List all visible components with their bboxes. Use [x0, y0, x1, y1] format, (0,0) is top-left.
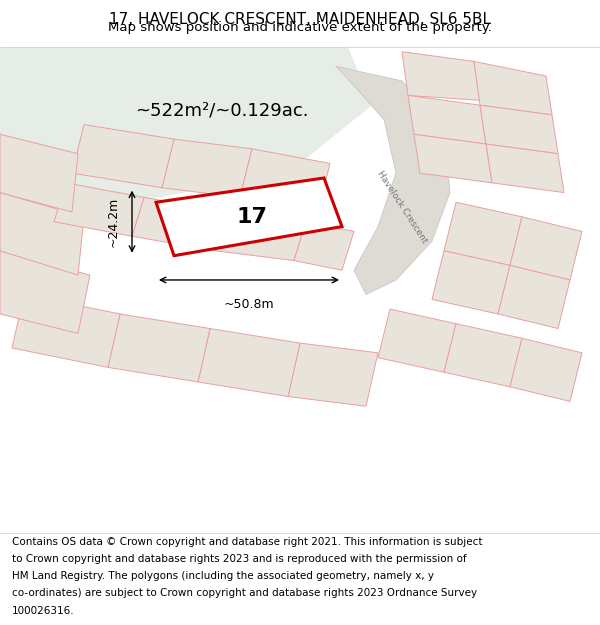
Text: ~24.2m: ~24.2m: [107, 197, 120, 247]
Text: HM Land Registry. The polygons (including the associated geometry, namely x, y: HM Land Registry. The polygons (includin…: [12, 571, 434, 581]
Polygon shape: [336, 66, 450, 294]
Polygon shape: [498, 266, 570, 329]
Polygon shape: [0, 47, 372, 202]
Polygon shape: [414, 134, 492, 183]
Polygon shape: [0, 192, 84, 275]
Text: Contains OS data © Crown copyright and database right 2021. This information is : Contains OS data © Crown copyright and d…: [12, 537, 482, 547]
Polygon shape: [72, 124, 174, 188]
Polygon shape: [0, 134, 78, 212]
Polygon shape: [432, 251, 510, 314]
Polygon shape: [162, 139, 252, 198]
Polygon shape: [378, 309, 456, 372]
Polygon shape: [288, 343, 378, 406]
Polygon shape: [486, 144, 564, 192]
Text: 17, HAVELOCK CRESCENT, MAIDENHEAD, SL6 5BL: 17, HAVELOCK CRESCENT, MAIDENHEAD, SL6 5…: [109, 12, 491, 27]
Polygon shape: [156, 178, 342, 256]
Polygon shape: [402, 52, 480, 100]
Polygon shape: [510, 217, 582, 280]
Polygon shape: [108, 314, 210, 382]
Polygon shape: [198, 329, 300, 396]
Polygon shape: [294, 222, 354, 270]
Polygon shape: [12, 294, 120, 368]
Polygon shape: [444, 202, 522, 266]
Polygon shape: [408, 96, 486, 144]
Text: co-ordinates) are subject to Crown copyright and database rights 2023 Ordnance S: co-ordinates) are subject to Crown copyr…: [12, 589, 477, 599]
Polygon shape: [480, 105, 558, 154]
Polygon shape: [444, 324, 522, 387]
Text: ~522m²/~0.129ac.: ~522m²/~0.129ac.: [135, 101, 309, 119]
Polygon shape: [0, 251, 90, 333]
Polygon shape: [216, 212, 306, 261]
Text: 100026316.: 100026316.: [12, 606, 74, 616]
Text: Havelock Crescent: Havelock Crescent: [375, 169, 429, 245]
Polygon shape: [474, 61, 552, 115]
Text: to Crown copyright and database rights 2023 and is reproduced with the permissio: to Crown copyright and database rights 2…: [12, 554, 467, 564]
Polygon shape: [240, 149, 330, 212]
Text: Map shows position and indicative extent of the property.: Map shows position and indicative extent…: [108, 21, 492, 34]
Polygon shape: [54, 183, 144, 236]
Text: ~50.8m: ~50.8m: [224, 298, 274, 311]
Polygon shape: [132, 198, 228, 251]
Text: 17: 17: [236, 207, 268, 227]
Polygon shape: [510, 338, 582, 401]
